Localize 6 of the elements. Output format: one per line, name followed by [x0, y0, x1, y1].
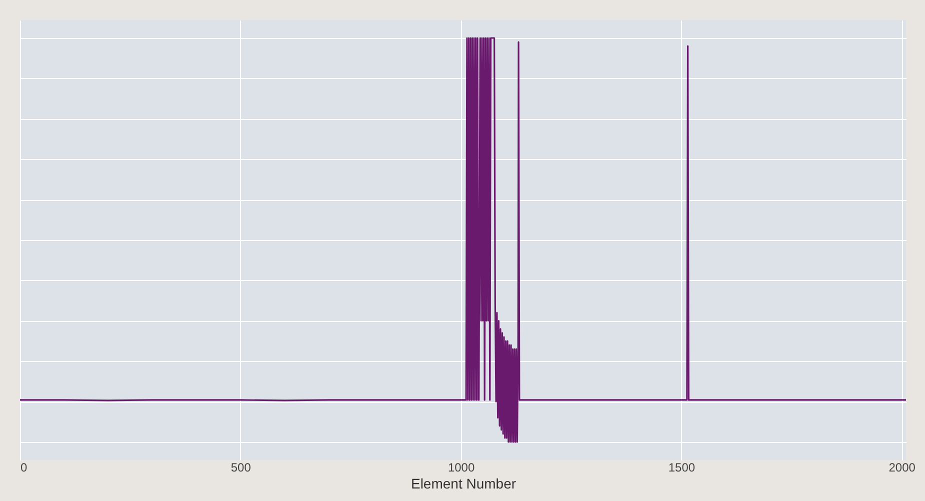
- x-tick-label: 0: [20, 460, 28, 474]
- x-tick-label: 1500: [668, 460, 696, 474]
- x-tick-label: 2000: [888, 460, 916, 474]
- x-axis-title: Element Number: [410, 476, 516, 492]
- x-tick-label: 1000: [448, 460, 475, 474]
- x-tick-label: 500: [230, 460, 252, 474]
